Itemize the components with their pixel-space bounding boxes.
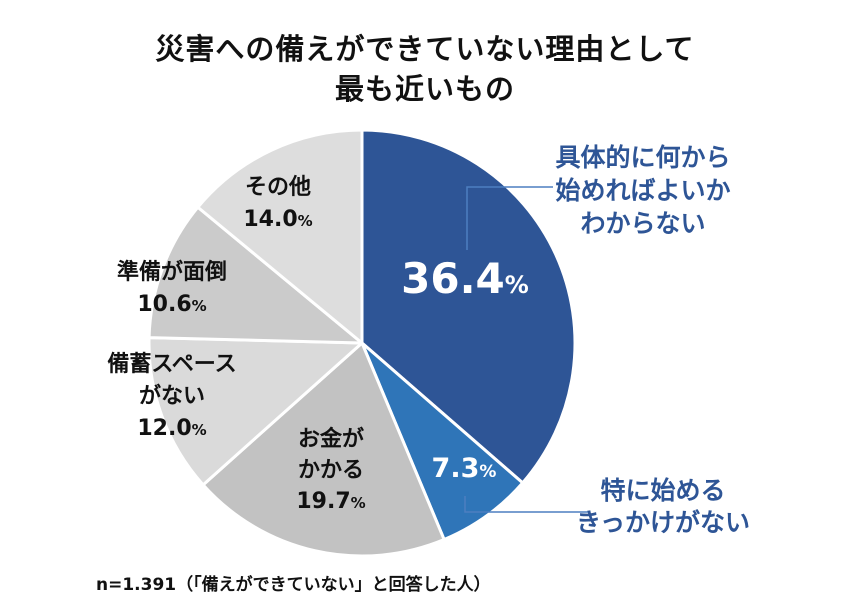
slice-value-label: 7.3% bbox=[432, 453, 497, 484]
slice-category-label: 備蓄スペースがない bbox=[107, 351, 236, 409]
pie-slice bbox=[147, 205, 364, 345]
slice-category-label: 具体的に何から始めればよいかわからない bbox=[555, 143, 730, 238]
slice-value-label: 12.0% bbox=[137, 416, 206, 441]
sample-size-note: n=1.391（「備えができていない」と回答した人） bbox=[96, 575, 491, 595]
slice-category-label: お金がかかる bbox=[298, 426, 364, 483]
slice-value-label: 10.6% bbox=[137, 292, 206, 317]
pie-slice bbox=[360, 341, 525, 542]
slice-category-label: その他 bbox=[245, 175, 311, 200]
slice-value-label: 14.0% bbox=[243, 207, 312, 232]
slice-value-label: 19.7% bbox=[296, 489, 365, 514]
slice-value-label: 36.4% bbox=[401, 254, 529, 303]
slice-category-label: 特に始めるきっかけがない bbox=[576, 476, 750, 537]
pie-slice bbox=[201, 341, 446, 558]
callout-leader-line bbox=[466, 186, 553, 250]
callout-leader-line bbox=[464, 496, 588, 513]
pie-slice bbox=[196, 128, 364, 345]
chart-title-line-1: 災害への備えができていない理由として bbox=[155, 32, 695, 66]
pie-slice bbox=[360, 128, 577, 485]
pie-slice bbox=[147, 336, 364, 487]
slice-category-label: 準備が面倒 bbox=[117, 259, 227, 285]
chart-title-line-2: 最も近いもの bbox=[334, 72, 515, 106]
